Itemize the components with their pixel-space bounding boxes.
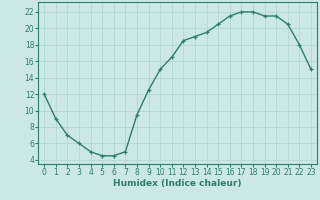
X-axis label: Humidex (Indice chaleur): Humidex (Indice chaleur): [113, 179, 242, 188]
